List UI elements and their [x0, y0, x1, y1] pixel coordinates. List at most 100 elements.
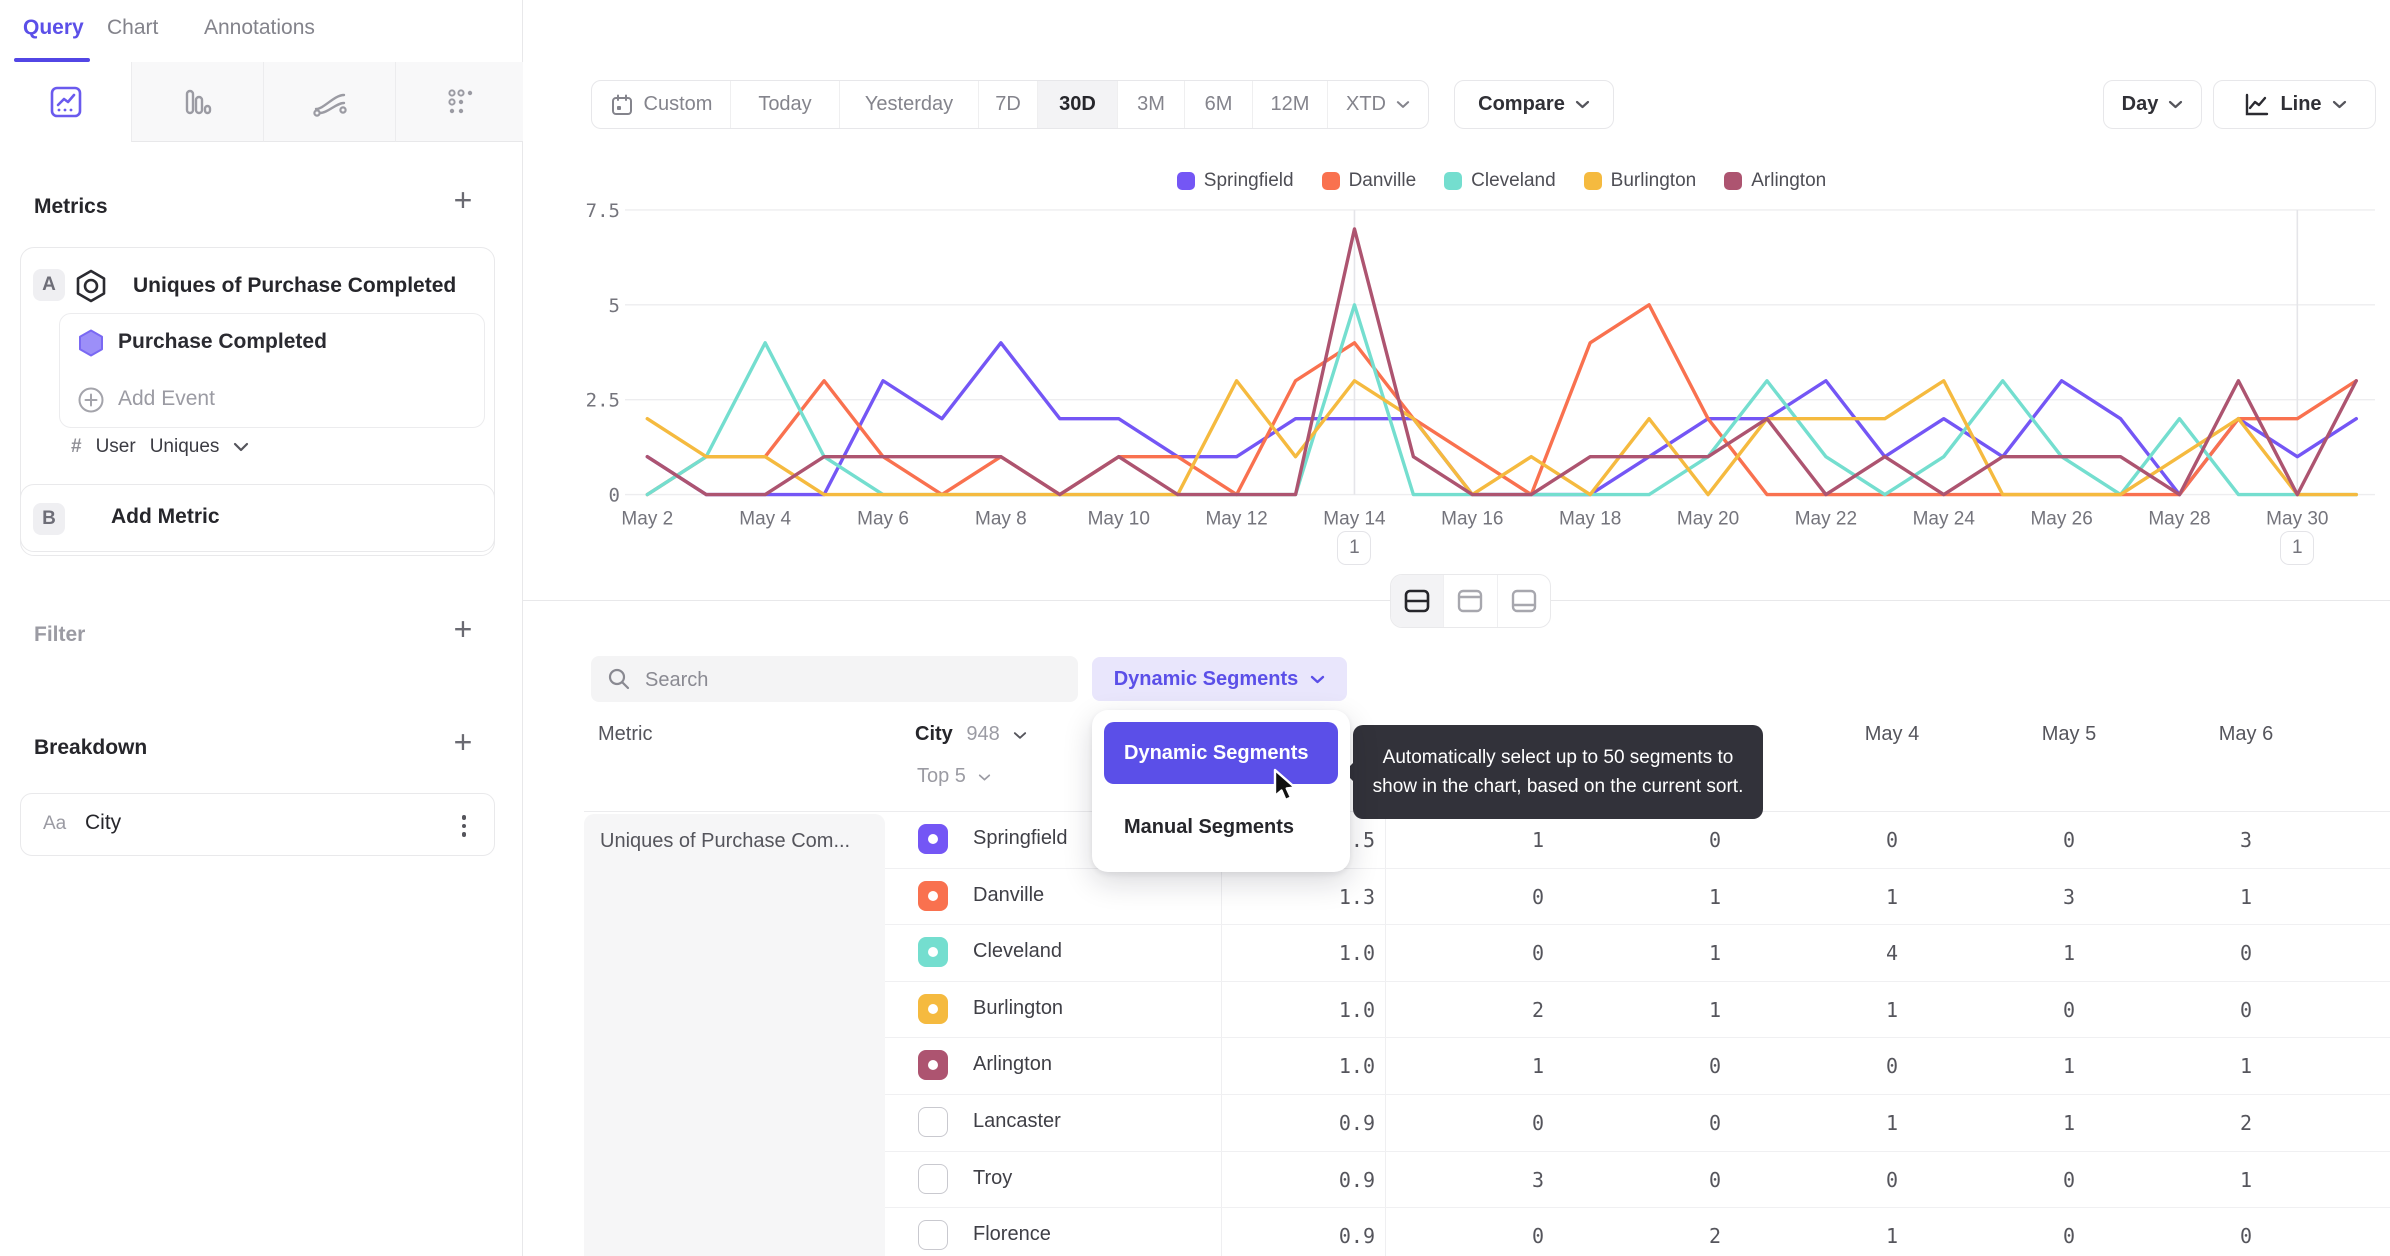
measure-selector[interactable]: # User Uniques — [71, 436, 249, 458]
segment-checkbox-danville[interactable] — [918, 880, 948, 911]
bar-chart-icon — [185, 89, 212, 114]
chart-style-label: Line — [2280, 93, 2322, 115]
filter-section-title: Filter — [34, 623, 86, 646]
segment-checkbox-florence[interactable] — [918, 1220, 948, 1251]
menu-item-manual-segments[interactable]: Manual Segments — [1124, 815, 1295, 838]
date-range-control: Custom Today Yesterday 7D 30D 3M 6M 12M XTD — [591, 80, 1429, 129]
annotation-badge-may-14[interactable]: 1 — [1337, 531, 1372, 565]
chart-type-strip — [0, 62, 523, 142]
range-3m[interactable]: 3M — [1118, 81, 1185, 128]
checkbox-dot — [928, 834, 938, 844]
top-bar-view-icon — [1458, 589, 1483, 613]
day-column-header[interactable]: May 5 — [2041, 723, 2097, 745]
segment-checkbox-troy[interactable] — [918, 1163, 948, 1194]
compare-label: Compare — [1478, 93, 1565, 115]
interval-button[interactable]: Day — [2103, 80, 2202, 129]
segment-day-value: 0 — [1708, 1111, 1722, 1135]
group-column-header[interactable]: City 948 — [915, 723, 1027, 746]
add-breakdown-plus-button[interactable]: + — [453, 723, 473, 760]
segment-name[interactable]: Troy — [973, 1166, 1013, 1189]
line-style-icon — [2246, 93, 2269, 115]
segment-name[interactable]: Springfield — [973, 827, 1068, 849]
range-yesterday[interactable]: Yesterday — [840, 81, 979, 128]
segment-checkbox-cleveland[interactable] — [918, 937, 948, 968]
chevron-down-icon — [1014, 732, 1027, 739]
svg-text:2.5: 2.5 — [586, 390, 620, 412]
chart-type-scatter[interactable] — [395, 62, 523, 142]
annotation-badge-may-30[interactable]: 1 — [2280, 531, 2315, 565]
chevron-down-icon — [234, 442, 249, 452]
legend-item-springfield[interactable]: Springfield — [1176, 170, 1294, 192]
search-input[interactable] — [643, 656, 1067, 704]
add-event-row[interactable]: Add Event — [60, 371, 484, 428]
layout-toggle — [1390, 574, 1551, 628]
segment-name[interactable]: Danville — [973, 883, 1045, 906]
add-filter-plus-button[interactable]: + — [453, 610, 473, 647]
svg-text:May 28: May 28 — [2148, 509, 2210, 530]
range-7d[interactable]: 7D — [979, 81, 1038, 128]
tab-chart[interactable]: Chart — [107, 16, 159, 39]
chart-type-flow[interactable] — [263, 62, 396, 142]
day-column-header[interactable]: May 6 — [2218, 723, 2274, 745]
layout-table-focus-button[interactable] — [1498, 575, 1550, 627]
chart-type-bar[interactable] — [131, 62, 264, 142]
svg-text:May 26: May 26 — [2030, 509, 2092, 530]
legend-item-burlington[interactable]: Burlington — [1583, 170, 1696, 192]
segment-day-value: 0 — [1531, 1224, 1545, 1249]
segment-day-value: 0 — [1531, 941, 1545, 966]
row-divider — [885, 1207, 2390, 1209]
day-column-header[interactable]: May 4 — [1864, 723, 1920, 745]
top-n-selector[interactable]: Top 5 — [917, 765, 991, 788]
row-divider — [885, 1094, 2390, 1095]
segment-name[interactable]: Arlington — [973, 1053, 1052, 1076]
bottom-bar-view-icon — [1511, 589, 1537, 613]
legend-item-arlington[interactable]: Arlington — [1724, 170, 1826, 192]
metric-card-b[interactable]: B Add Metric — [20, 484, 495, 552]
legend-swatch — [1583, 172, 1602, 190]
add-metric-plus-button[interactable]: + — [453, 181, 473, 218]
segment-checkbox-springfield[interactable] — [918, 824, 948, 854]
segment-day-value: 1 — [2062, 1111, 2076, 1135]
segment-day-value: 0 — [1531, 1111, 1545, 1135]
layout-split-button[interactable] — [1391, 575, 1445, 627]
tab-annotations[interactable]: Annotations — [204, 16, 315, 39]
segment-day-value: 0 — [1885, 828, 1899, 852]
segment-day-value: 1 — [2239, 1054, 2253, 1079]
event-row[interactable]: Purchase Completed — [60, 314, 484, 371]
segment-day-value: 3 — [2239, 828, 2253, 852]
legend-item-danville[interactable]: Danville — [1321, 170, 1416, 192]
range-custom[interactable]: Custom — [592, 81, 731, 128]
compare-button[interactable]: Compare — [1454, 80, 1614, 129]
interval-label: Day — [2121, 93, 2159, 115]
svg-text:May 30: May 30 — [2266, 509, 2328, 530]
series-line-arlington — [645, 227, 2358, 497]
segment-name[interactable]: Florence — [973, 1223, 1051, 1246]
range-12m[interactable]: 12M — [1253, 81, 1328, 128]
chart-style-button[interactable]: Line — [2213, 80, 2376, 129]
chart-legend: Springfield Danville Cleveland Burlington Ar… — [628, 170, 2375, 192]
chart-type-line[interactable] — [0, 62, 131, 141]
legend-swatch — [1176, 172, 1195, 190]
row-divider — [885, 1037, 2390, 1039]
property-menu-button[interactable] — [454, 810, 474, 842]
segment-name[interactable]: Lancaster — [973, 1110, 1061, 1132]
segment-checkbox-lancaster[interactable] — [918, 1107, 948, 1137]
range-xtd[interactable]: XTD — [1328, 81, 1428, 128]
segment-day-value: 4 — [1885, 941, 1899, 966]
segment-name[interactable]: Cleveland — [973, 940, 1062, 963]
range-6m[interactable]: 6M — [1185, 81, 1253, 128]
layout-chart-focus-button[interactable] — [1444, 575, 1498, 627]
segment-day-value: 1 — [2239, 1167, 2253, 1192]
property-type-icon: Aa — [43, 813, 67, 834]
segment-checkbox-arlington[interactable] — [918, 1050, 948, 1081]
segment-name[interactable]: Burlington — [973, 996, 1064, 1019]
menu-item-dynamic-segments[interactable]: Dynamic Segments — [1104, 722, 1338, 784]
tab-query[interactable]: Query — [23, 16, 84, 39]
range-30d[interactable]: 30D — [1038, 81, 1118, 128]
legend-item-cleveland[interactable]: Cleveland — [1444, 170, 1556, 192]
segments-mode-button[interactable]: Dynamic Segments — [1092, 657, 1347, 701]
range-today[interactable]: Today — [731, 81, 840, 128]
breakdown-property-card[interactable]: Aa City — [20, 793, 495, 856]
segment-checkbox-burlington[interactable] — [918, 993, 948, 1024]
